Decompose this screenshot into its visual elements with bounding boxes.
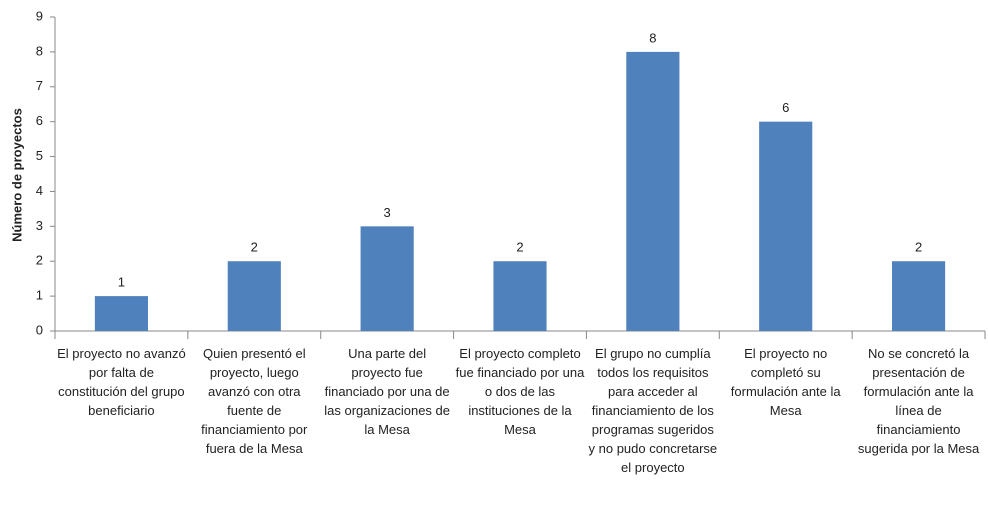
x-tick-label: El grupo no cumplía todos los requisitos… <box>588 346 718 475</box>
bar <box>892 261 946 331</box>
y-tick-label: 9 <box>36 8 43 23</box>
bar <box>626 51 680 332</box>
value-label: 8 <box>649 30 656 45</box>
y-tick-label: 5 <box>36 148 43 163</box>
y-tick-label: 4 <box>36 183 43 198</box>
y-tick-label: 7 <box>36 78 43 93</box>
x-tick-label: Quien presentó el proyecto, luego avanzó… <box>201 346 308 456</box>
bar <box>759 121 813 332</box>
y-tick-label: 0 <box>36 322 43 337</box>
value-label: 2 <box>251 240 258 255</box>
value-label: 6 <box>782 100 789 115</box>
x-tick-label: El proyecto no completó su formulación a… <box>730 346 841 418</box>
bar <box>493 261 547 331</box>
value-label: 3 <box>384 205 391 220</box>
y-tick-label: 2 <box>36 253 43 268</box>
y-tick-label: 1 <box>36 288 43 303</box>
y-axis-label: Número de proyectos <box>9 108 24 242</box>
y-tick-label: 8 <box>36 43 43 58</box>
x-tick-label: Una parte del proyecto fue financiado po… <box>324 346 450 437</box>
x-tick-label: El proyecto no avanzó por falta de const… <box>57 346 186 418</box>
y-tick-label: 3 <box>36 218 43 233</box>
x-tick-label: El proyecto completo fue financiado por … <box>455 346 585 437</box>
value-label: 2 <box>516 240 523 255</box>
bar <box>360 226 414 331</box>
y-tick-label: 6 <box>36 113 43 128</box>
value-label: 2 <box>915 240 922 255</box>
x-tick-label: No se concretó la presentación de formul… <box>857 346 980 456</box>
bar <box>227 261 281 331</box>
bar <box>94 296 148 331</box>
value-label: 1 <box>118 275 125 290</box>
